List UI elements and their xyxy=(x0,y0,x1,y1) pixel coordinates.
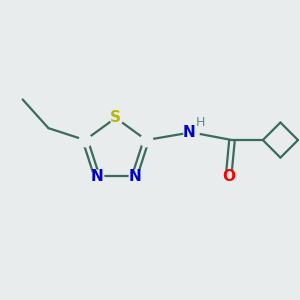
Text: N: N xyxy=(183,125,196,140)
Text: O: O xyxy=(222,169,235,184)
Text: H: H xyxy=(196,116,206,129)
Text: N: N xyxy=(128,169,141,184)
Text: S: S xyxy=(110,110,121,125)
Text: N: N xyxy=(90,169,103,184)
